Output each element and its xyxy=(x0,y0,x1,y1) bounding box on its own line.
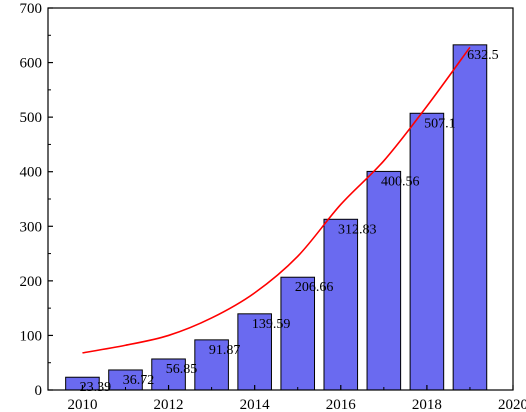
data-label-2014: 139.59 xyxy=(252,317,291,332)
y-tick-label-300: 300 xyxy=(20,219,43,235)
x-tick-label-2018: 2018 xyxy=(412,397,442,412)
data-label-2011: 36.72 xyxy=(123,373,155,388)
bar-2017 xyxy=(366,170,402,391)
data-label-2010: 23.39 xyxy=(80,380,112,395)
data-label-2017: 400.56 xyxy=(381,174,420,189)
trend-line-group xyxy=(82,46,471,354)
x-tick-label-2014: 2014 xyxy=(240,397,271,412)
bar-2014 xyxy=(237,313,272,391)
data-label-2019: 632.5 xyxy=(467,48,499,63)
y-tick-label-700: 700 xyxy=(20,1,43,17)
bar-2019 xyxy=(452,44,488,391)
axes-group: 0 100 200 300 400 500 600 700 2010 2012 2014 2016 20… xyxy=(20,1,526,412)
y-tick-label-100: 100 xyxy=(20,328,43,344)
y-tick-label-400: 400 xyxy=(20,165,43,181)
data-label-2016: 312.83 xyxy=(338,222,377,237)
bar-2015 xyxy=(280,276,316,391)
y-tick-label-500: 500 xyxy=(20,110,43,126)
x-tick-label-2010: 2010 xyxy=(67,397,97,412)
x-tick-label-2012: 2012 xyxy=(154,397,184,412)
bar-2013 xyxy=(194,339,229,391)
x-tick-label-2016: 2016 xyxy=(326,397,357,412)
y-tick-label-600: 600 xyxy=(20,56,43,72)
data-label-2012: 56.85 xyxy=(166,362,198,377)
data-label-2018: 507.1 xyxy=(424,116,456,131)
x-tick-label-2020: 2020 xyxy=(498,397,526,412)
trend-line xyxy=(82,46,471,354)
y-tick-label-200: 200 xyxy=(20,274,43,290)
bars-group xyxy=(65,44,488,391)
y-tick-label-0: 0 xyxy=(35,383,43,399)
data-label-2015: 206.66 xyxy=(295,280,334,295)
data-labels-group: 23.39 36.72 56.85 91.87 139.59 206.66 312.83 40… xyxy=(80,48,499,395)
bar-2018 xyxy=(409,112,445,391)
data-label-2013: 91.87 xyxy=(209,343,241,358)
bar-2016 xyxy=(323,218,359,391)
